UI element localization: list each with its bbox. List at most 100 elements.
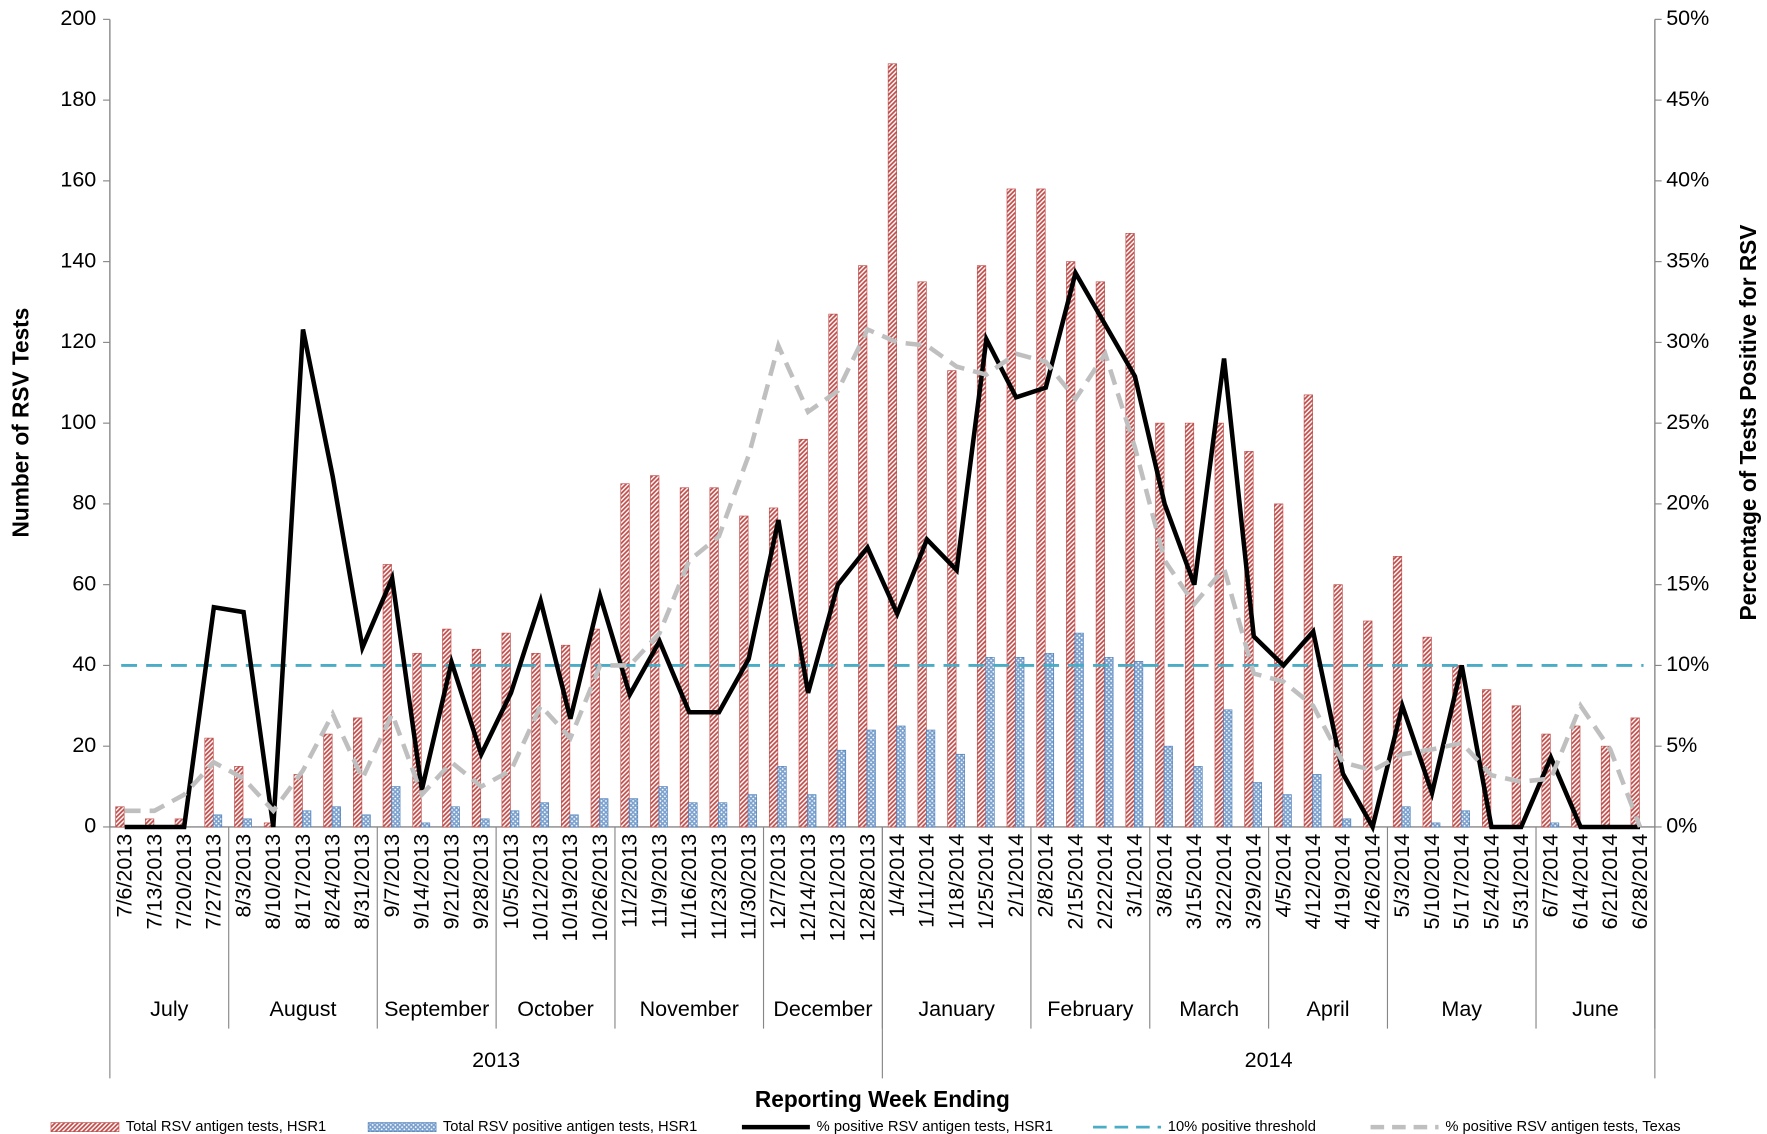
bar — [1125, 233, 1135, 828]
y2-tick-label: 45% — [1666, 87, 1709, 111]
month-label: June — [1572, 997, 1619, 1021]
bar — [1600, 745, 1611, 828]
bar — [293, 774, 303, 828]
bar — [1392, 556, 1403, 828]
legend-swatch — [50, 1122, 120, 1132]
bar — [1303, 394, 1313, 828]
x-tick-label: 4/12/2014 — [1301, 834, 1325, 930]
bar — [204, 737, 214, 828]
x-tick-label: 8/3/2013 — [231, 834, 255, 918]
bar — [1044, 652, 1055, 828]
bar — [836, 749, 847, 828]
x-tick-label: 11/23/2013 — [707, 834, 731, 940]
x-tick-label: 8/17/2013 — [291, 834, 315, 930]
bar — [658, 786, 668, 828]
month-label: July — [150, 997, 189, 1021]
year-label: 2014 — [1245, 1048, 1293, 1072]
x-tick-label: 2/1/2014 — [1004, 834, 1028, 918]
bar — [599, 798, 609, 828]
y2-tick-label: 25% — [1666, 410, 1709, 434]
x-tick-label: 6/7/2014 — [1539, 834, 1563, 918]
bar — [679, 487, 690, 828]
bar — [361, 814, 371, 828]
y-tick-label: 80 — [72, 491, 96, 515]
x-tick-label: 11/9/2013 — [647, 834, 671, 928]
y2-tick-label: 35% — [1666, 248, 1709, 272]
x-tick-label: 5/17/2014 — [1450, 834, 1474, 930]
x-tick-label: 12/28/2013 — [855, 834, 879, 942]
x-tick-label: 8/31/2013 — [350, 834, 374, 930]
y2-tick-label: 5% — [1666, 733, 1697, 757]
x-tick-label: 7/6/2013 — [113, 834, 137, 918]
legend-label: Total RSV positive antigen tests, HSR1 — [443, 1119, 697, 1134]
y-axis-title: Number of RSV Tests — [8, 308, 34, 538]
x-tick-label: 1/4/2014 — [885, 834, 909, 918]
y2-tick-label: 30% — [1666, 329, 1709, 353]
bar — [798, 438, 808, 828]
x-tick-label: 3/15/2014 — [1182, 834, 1206, 930]
y2-tick-label: 40% — [1666, 168, 1709, 192]
bar — [242, 818, 252, 828]
y-tick-label: 200 — [60, 6, 96, 30]
bar — [501, 632, 511, 828]
legend-label: 10% positive threshold — [1168, 1119, 1316, 1134]
x-tick-label: 9/28/2013 — [469, 834, 493, 930]
x-tick-label: 12/14/2013 — [796, 834, 820, 942]
x-tick-label: 6/28/2014 — [1628, 834, 1652, 930]
bar — [1460, 810, 1471, 828]
x-tick-label: 1/11/2014 — [915, 834, 939, 928]
y-tick-label: 180 — [60, 87, 96, 111]
x-tick-label: 8/10/2013 — [261, 834, 285, 930]
x-tick-label: 11/30/2013 — [736, 834, 760, 940]
x-tick-label: 7/20/2013 — [172, 834, 196, 930]
bar — [323, 733, 333, 828]
x-tick-label: 2/15/2014 — [1063, 834, 1087, 930]
line — [124, 326, 1643, 828]
bar — [976, 265, 987, 828]
x-tick-label: 10/19/2013 — [558, 834, 582, 942]
bar — [450, 806, 460, 828]
bar — [1015, 657, 1025, 828]
bar — [1036, 188, 1046, 828]
legend-label: Total RSV antigen tests, HSR1 — [126, 1119, 326, 1134]
year-label: 2013 — [472, 1048, 520, 1072]
bar — [777, 766, 787, 828]
bar — [382, 564, 392, 828]
y-tick-label: 100 — [60, 410, 96, 434]
x-tick-label: 6/14/2014 — [1568, 834, 1592, 930]
x-tick-label: 4/26/2014 — [1360, 834, 1384, 930]
bar — [1482, 689, 1492, 828]
bar — [688, 802, 698, 828]
bar — [1333, 584, 1343, 828]
x-tick-label: 4/5/2014 — [1271, 834, 1295, 918]
bar — [1184, 422, 1195, 828]
bar — [1214, 422, 1224, 828]
bar — [1549, 822, 1560, 828]
x-tick-label: 3/22/2014 — [1212, 834, 1236, 930]
bar — [955, 753, 965, 828]
x-tick-label: 11/2/2013 — [618, 834, 642, 928]
bar — [569, 814, 579, 828]
y2-tick-label: 50% — [1666, 6, 1709, 30]
bar — [391, 786, 401, 828]
x-tick-label: 6/21/2014 — [1598, 834, 1622, 930]
bar — [1163, 745, 1173, 828]
y-tick-label: 160 — [60, 168, 96, 192]
y2-tick-label: 15% — [1666, 571, 1709, 595]
bar — [1341, 818, 1352, 828]
x-axis-title: Reporting Week Ending — [755, 1086, 1010, 1112]
bar — [1422, 636, 1432, 828]
bar — [539, 802, 549, 828]
month-label: September — [384, 997, 489, 1021]
bar — [1312, 774, 1322, 828]
bar — [807, 794, 817, 828]
month-label: May — [1441, 997, 1482, 1021]
bar — [1066, 261, 1076, 828]
bar — [1223, 709, 1233, 828]
bar — [1134, 661, 1144, 828]
bar — [947, 370, 957, 828]
bar — [1282, 794, 1292, 828]
legend-label: % positive RSV antigen tests, HSR1 — [817, 1119, 1053, 1134]
bar — [1095, 281, 1105, 828]
